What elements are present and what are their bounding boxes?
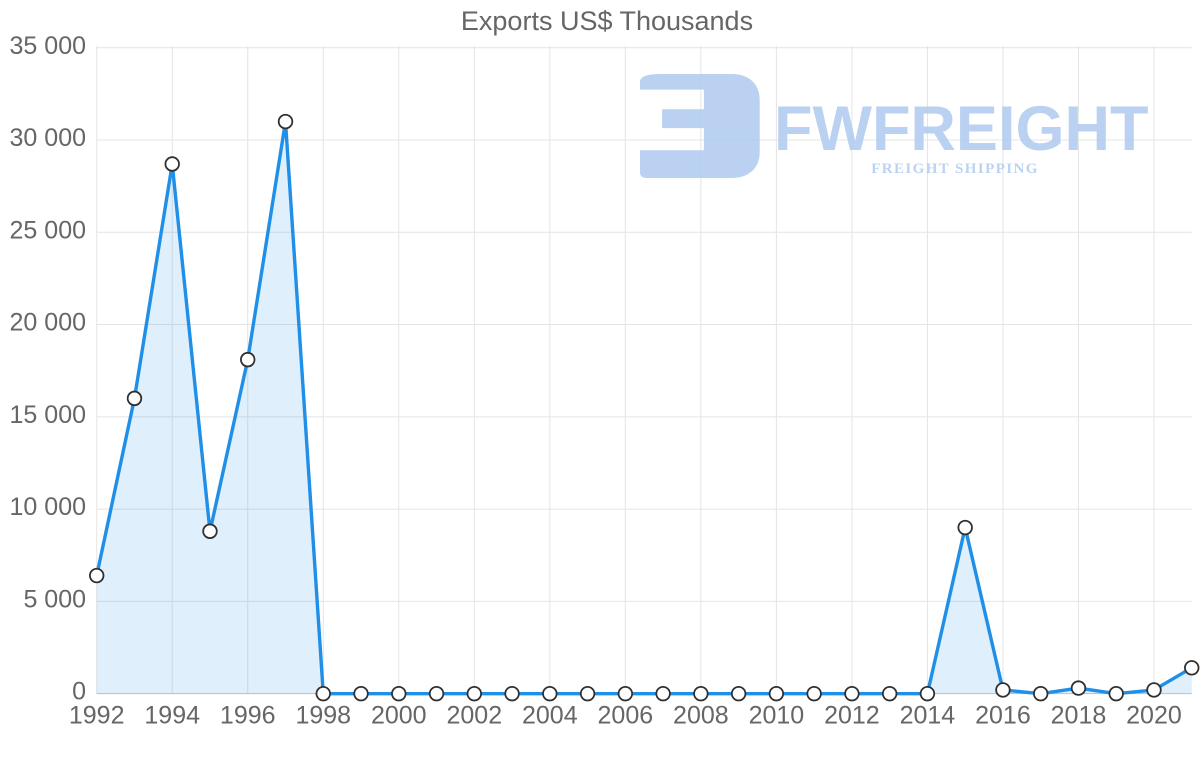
svg-text:2010: 2010 (749, 702, 805, 730)
svg-text:2002: 2002 (446, 702, 502, 730)
svg-text:2016: 2016 (975, 702, 1031, 730)
svg-text:25 000: 25 000 (10, 216, 86, 244)
svg-text:2008: 2008 (673, 702, 729, 730)
svg-text:15 000: 15 000 (10, 401, 86, 429)
svg-text:5 000: 5 000 (23, 585, 86, 613)
svg-text:2014: 2014 (900, 702, 956, 730)
svg-text:2018: 2018 (1051, 702, 1107, 730)
svg-text:2006: 2006 (598, 702, 654, 730)
svg-text:10 000: 10 000 (10, 493, 86, 521)
svg-text:2020: 2020 (1126, 702, 1182, 730)
svg-text:1992: 1992 (69, 702, 125, 730)
svg-text:1996: 1996 (220, 702, 276, 730)
svg-text:2004: 2004 (522, 702, 578, 730)
svg-text:1998: 1998 (295, 702, 351, 730)
svg-text:30 000: 30 000 (10, 124, 86, 152)
svg-text:20 000: 20 000 (10, 309, 86, 337)
svg-text:35 000: 35 000 (10, 32, 86, 60)
svg-text:2000: 2000 (371, 702, 427, 730)
svg-text:Exports US$ Thousands: Exports US$ Thousands (461, 6, 753, 36)
svg-text:2012: 2012 (824, 702, 880, 730)
svg-text:1994: 1994 (144, 702, 200, 730)
svg-text:FREIGHT SHIPPING: FREIGHT SHIPPING (871, 161, 1039, 177)
svg-text:FWFREIGHT: FWFREIGHT (774, 94, 1148, 164)
